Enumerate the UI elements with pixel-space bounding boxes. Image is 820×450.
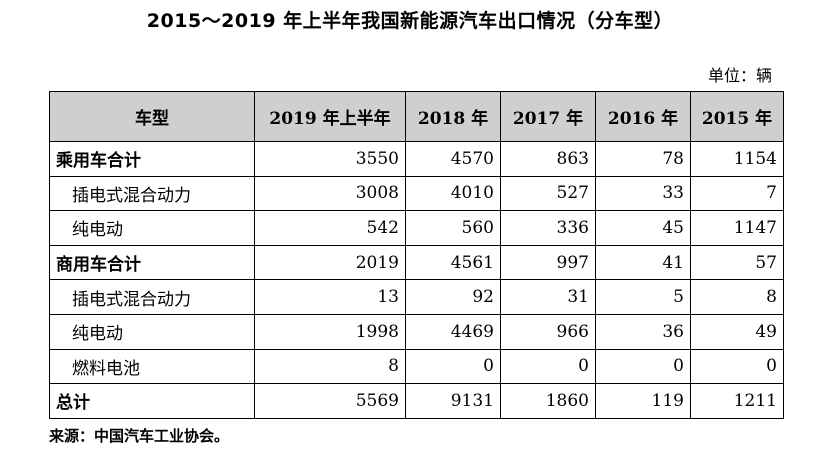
table-row: 商用车合计 2019 4561 997 41 57	[49, 244, 784, 281]
row-label: 总计	[49, 383, 255, 419]
header-vehicle-type: 车型	[49, 91, 255, 142]
row-label: 纯电动	[49, 313, 255, 350]
table-cell: 1860	[500, 383, 596, 419]
table-cell: 57	[690, 244, 784, 281]
table-cell: 3008	[254, 175, 406, 212]
table-body: 乘用车合计 3550 4570 863 78 1154 插电式混合动力 3008 4010 527…	[49, 141, 784, 419]
table-cell: 49	[690, 313, 784, 350]
table-cell: 5569	[254, 383, 406, 419]
table-cell: 4561	[405, 244, 501, 281]
table-cell: 33	[595, 175, 691, 212]
table-cell: 863	[500, 141, 596, 177]
table-row: 插电式混合动力 3008 4010 527 33 7	[49, 175, 784, 212]
table-cell: 0	[690, 348, 784, 385]
table-cell: 36	[595, 313, 691, 350]
table-cell: 31	[500, 279, 596, 315]
table-cell: 45	[595, 210, 691, 246]
table-row: 乘用车合计 3550 4570 863 78 1154	[49, 141, 784, 177]
table-cell: 8	[254, 348, 406, 385]
row-label: 燃料电池	[49, 348, 255, 385]
table-cell: 7	[690, 175, 784, 212]
table-row: 纯电动 1998 4469 966 36 49	[49, 313, 784, 350]
table-cell: 4010	[405, 175, 501, 212]
row-label: 商用车合计	[49, 244, 255, 281]
table-cell: 560	[405, 210, 501, 246]
header-2018: 2018 年	[405, 91, 501, 142]
table-cell: 336	[500, 210, 596, 246]
table-cell: 0	[595, 348, 691, 385]
table-cell: 2019	[254, 244, 406, 281]
table-cell: 0	[405, 348, 501, 385]
export-table: 车型 2019 年上半年 2018 年 2017 年 2016 年 2015 年…	[49, 91, 784, 419]
table-row: 总计 5569 9131 1860 119 1211	[49, 383, 784, 419]
table-cell: 119	[595, 383, 691, 419]
table-cell: 5	[595, 279, 691, 315]
table-cell: 542	[254, 210, 406, 246]
table-row: 燃料电池 8 0 0 0 0	[49, 348, 784, 385]
table-cell: 1147	[690, 210, 784, 246]
table-cell: 527	[500, 175, 596, 212]
table-cell: 9131	[405, 383, 501, 419]
header-2017: 2017 年	[500, 91, 596, 142]
table-cell: 41	[595, 244, 691, 281]
header-2015: 2015 年	[690, 91, 784, 142]
table-cell: 4469	[405, 313, 501, 350]
row-label: 纯电动	[49, 210, 255, 246]
table-cell: 8	[690, 279, 784, 315]
table-cell: 13	[254, 279, 406, 315]
table-cell: 0	[500, 348, 596, 385]
row-label: 插电式混合动力	[49, 279, 255, 315]
table-cell: 966	[500, 313, 596, 350]
table-row: 纯电动 542 560 336 45 1147	[49, 210, 784, 246]
table-cell: 997	[500, 244, 596, 281]
table-cell: 1998	[254, 313, 406, 350]
unit-label: 单位：辆	[707, 66, 772, 85]
row-label: 乘用车合计	[49, 141, 255, 177]
table-cell: 3550	[254, 141, 406, 177]
source-note: 来源：中国汽车工业协会。	[49, 427, 230, 445]
table-cell: 78	[595, 141, 691, 177]
table-cell: 92	[405, 279, 501, 315]
table-cell: 4570	[405, 141, 501, 177]
row-label: 插电式混合动力	[49, 175, 255, 212]
table-cell: 1154	[690, 141, 784, 177]
header-2019h1: 2019 年上半年	[254, 91, 406, 142]
header-2016: 2016 年	[595, 91, 691, 142]
page-title: 2015～2019 年上半年我国新能源汽车出口情况（分车型）	[146, 10, 674, 32]
table-header-row: 车型 2019 年上半年 2018 年 2017 年 2016 年 2015 年	[49, 91, 784, 142]
table-row: 插电式混合动力 13 92 31 5 8	[49, 279, 784, 315]
table-cell: 1211	[690, 383, 784, 419]
